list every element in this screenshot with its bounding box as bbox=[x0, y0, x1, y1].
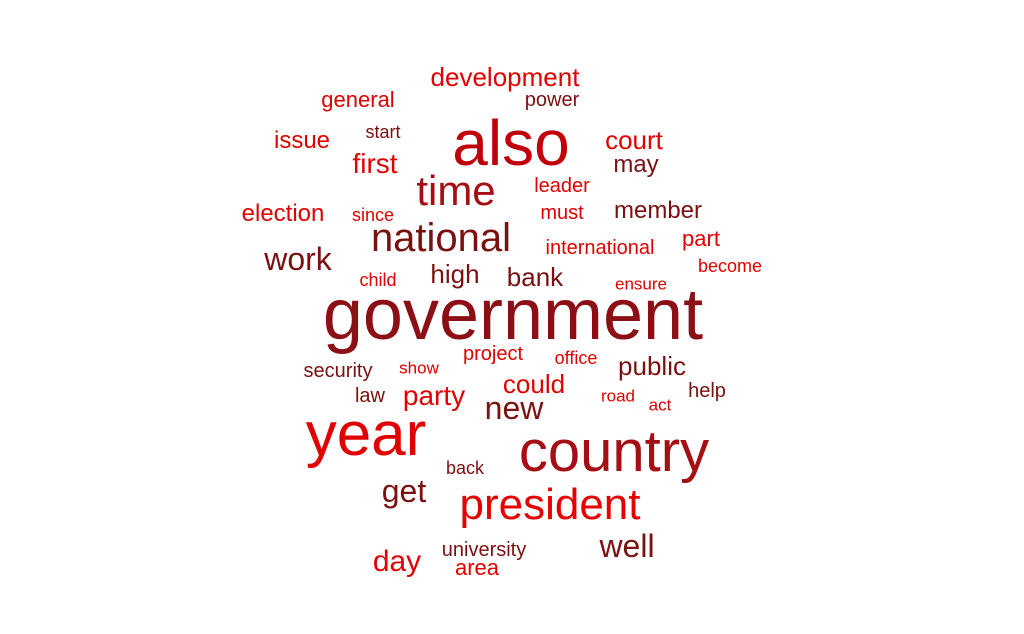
word-office: office bbox=[554, 348, 598, 368]
word-national: national bbox=[370, 216, 512, 260]
word-road: road bbox=[600, 386, 636, 406]
word-high: high bbox=[430, 259, 480, 289]
word-must: must bbox=[540, 202, 584, 224]
word-also: also bbox=[452, 107, 570, 179]
word-new: new bbox=[484, 390, 544, 426]
word-development: development bbox=[430, 62, 580, 92]
word-time: time bbox=[416, 167, 496, 214]
word-government: government bbox=[322, 275, 704, 355]
word-university: university bbox=[441, 539, 527, 561]
word-part: part bbox=[682, 226, 720, 251]
word-security: security bbox=[303, 360, 373, 382]
word-international: international bbox=[545, 237, 655, 259]
word-back: back bbox=[445, 458, 485, 478]
word-become: become bbox=[697, 256, 763, 276]
word-may: may bbox=[613, 151, 659, 178]
word-ensure: ensure bbox=[615, 274, 667, 294]
word-well: well bbox=[599, 528, 655, 564]
word-since: since bbox=[351, 205, 395, 225]
word-issue: issue bbox=[273, 127, 331, 154]
word-first: first bbox=[352, 148, 398, 179]
word-law: law bbox=[354, 385, 386, 407]
word-country: country bbox=[518, 419, 710, 484]
word-bank: bank bbox=[506, 262, 564, 292]
word-child: child bbox=[359, 270, 397, 290]
word-project: project bbox=[462, 343, 524, 365]
word-day: day bbox=[372, 545, 422, 578]
word-act: act bbox=[648, 395, 672, 415]
word-get: get bbox=[381, 473, 427, 509]
word-general: general bbox=[321, 87, 395, 112]
word-public: public bbox=[618, 351, 686, 381]
word-area: area bbox=[454, 555, 500, 580]
word-year: year bbox=[305, 400, 427, 469]
word-leader: leader bbox=[534, 175, 590, 197]
word-court: court bbox=[605, 125, 663, 155]
word-help: help bbox=[688, 380, 726, 402]
word-show: show bbox=[399, 358, 439, 378]
word-president: president bbox=[459, 480, 641, 529]
word-power: power bbox=[524, 89, 580, 111]
word-could: could bbox=[502, 369, 566, 399]
word-election: election bbox=[241, 200, 325, 227]
word-member: member bbox=[613, 197, 703, 224]
word-work: work bbox=[264, 241, 332, 277]
word-start: start bbox=[365, 122, 401, 142]
word-party: party bbox=[402, 380, 466, 411]
